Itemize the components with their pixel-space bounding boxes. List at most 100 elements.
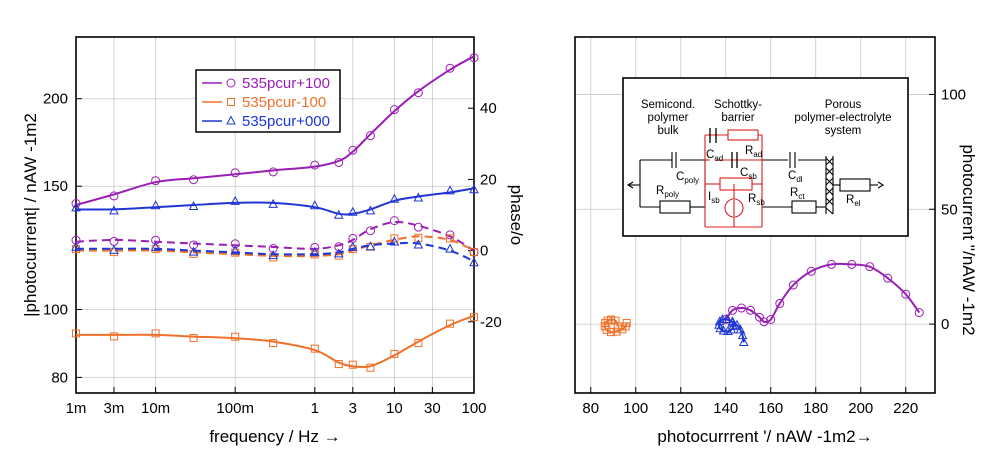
bode-x-tick-label: 3 <box>349 400 357 417</box>
bode-ticks: 1m 3m 10m 100m 1 3 10 30 100 80 100 150 200 -20 0 20 40 <box>43 91 502 417</box>
nyquist-data-point <box>883 273 893 283</box>
label-sub: ct <box>798 192 805 201</box>
equivalent-circuit-inset: Semicond. polymer bulk Schottky- barrier… <box>622 77 909 237</box>
legend-marker-0 <box>226 78 236 88</box>
label-sub: poly <box>684 176 699 185</box>
inset-header: Semicond. <box>641 99 695 111</box>
nyquist-data-point <box>622 318 631 327</box>
bode-x-tick-label: 3m <box>104 400 125 417</box>
data-point <box>71 202 81 212</box>
bode-right-y-tick-label: 40 <box>480 100 497 117</box>
data-point <box>71 235 81 245</box>
data-point <box>333 209 344 219</box>
nyquist-y-tick-label: 50 <box>941 201 958 218</box>
label-sub: poly <box>664 190 679 199</box>
nyquist-data-point <box>727 317 738 327</box>
data-point <box>390 349 399 358</box>
nyquist-data-point <box>827 259 836 269</box>
inset-header: polymer-electrolyte <box>794 112 891 124</box>
data-point <box>347 241 358 251</box>
bode-right-y-tick-label: 20 <box>480 171 497 188</box>
data-point <box>413 192 424 202</box>
label-rpoly: Rpoly <box>656 185 679 199</box>
data-point <box>446 319 455 328</box>
legend-marker-1 <box>227 98 235 106</box>
data-point <box>348 145 358 155</box>
bode-left-y-tick-label: 200 <box>43 91 68 108</box>
label-csb: Csb <box>740 167 757 181</box>
nyquist-data-point <box>755 312 764 322</box>
data-point <box>189 334 198 343</box>
nyquist-x-tick-label: 160 <box>758 400 783 417</box>
label-cdl: Cdl <box>788 170 803 184</box>
nyquist-ticks: 80 100 120 140 160 180 200 220 0 50 100 <box>582 86 966 417</box>
label-isb: Isb <box>708 191 720 205</box>
bode-series <box>71 53 479 372</box>
data-point <box>390 234 399 243</box>
nyquist-data-point <box>788 280 798 290</box>
data-point <box>268 244 278 254</box>
nyquist-x-tick-label: 80 <box>582 400 599 417</box>
data-point <box>188 246 199 256</box>
bode-x-tick-label: 10 <box>386 400 403 417</box>
nyquist-x-tick-label: 180 <box>803 400 828 417</box>
label-sub: el <box>854 199 860 208</box>
label-rsb: Rsb <box>748 193 765 207</box>
label-main: R <box>748 193 756 205</box>
data-point <box>334 157 344 167</box>
nyquist-data-point <box>714 319 724 329</box>
nyquist-x-tick-label: 200 <box>848 400 873 417</box>
bode-x-axis-label: frequency / Hz → <box>209 427 340 446</box>
data-point <box>366 363 375 372</box>
nyquist-data-point <box>611 316 620 325</box>
data-point <box>348 360 357 369</box>
inset-frame <box>622 77 909 237</box>
bode-x-tick-label: 10m <box>141 400 170 417</box>
data-point <box>333 248 344 258</box>
data-point <box>365 131 375 141</box>
legend: 535pcur+100 535pcur-100 535pcur+000 <box>195 69 341 133</box>
nyquist-series <box>600 259 924 346</box>
bode-x-tick-label: 100m <box>216 400 254 417</box>
data-point <box>389 193 400 203</box>
nyquist-data-point <box>759 317 769 327</box>
data-point <box>109 332 118 341</box>
data-point <box>189 240 199 250</box>
nyquist-series-line-0 <box>724 262 921 324</box>
inset-header: system <box>825 125 861 137</box>
label-sub: sb <box>711 196 720 205</box>
nyquist-data-point <box>718 325 729 335</box>
legend-marker-2 <box>226 115 236 125</box>
bode-left-y-axis-label: |photocurrrent| / nAW -1m2 <box>21 113 40 317</box>
inset-header: Porous <box>825 99 862 111</box>
data-point <box>413 88 423 98</box>
data-point <box>389 216 399 226</box>
label-main: C <box>706 149 714 161</box>
data-point <box>365 205 376 215</box>
data-point <box>413 239 424 249</box>
data-point <box>413 222 423 232</box>
data-point <box>268 167 278 177</box>
data-point <box>151 235 161 245</box>
data-point <box>414 339 423 348</box>
inset-header: barrier <box>721 112 754 124</box>
nyquist-data-point <box>766 315 776 325</box>
nyquist-x-tick-label: 100 <box>623 400 648 417</box>
data-point <box>469 184 479 194</box>
legend-label-0: 535pcur+100 <box>242 75 330 92</box>
label-cad: Cad <box>706 149 723 163</box>
bode-right-y-tick-label: -20 <box>480 314 502 331</box>
inset-header: polymer <box>648 112 689 124</box>
nyquist-x-tick-label: 220 <box>893 400 918 417</box>
nyquist-panel: 80 100 120 140 160 180 200 220 0 50 100 photocurrr… <box>574 36 978 446</box>
nyquist-data-point <box>715 323 725 333</box>
data-point <box>446 234 455 243</box>
label-rct: Rct <box>790 187 805 201</box>
porous-electrode-symbol <box>825 156 834 215</box>
label-main: R <box>656 185 664 197</box>
nyquist-x-axis-label: photocurrrent '/ nAW -1m2→ <box>657 427 872 446</box>
data-point <box>230 245 241 255</box>
data-point <box>445 63 455 73</box>
